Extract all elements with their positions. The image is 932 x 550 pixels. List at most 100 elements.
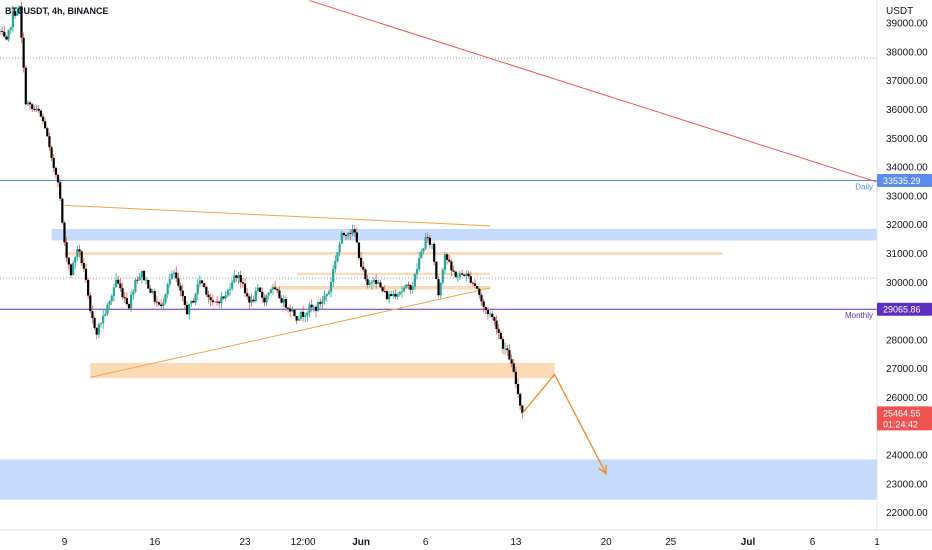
candle-body-128 — [274, 287, 277, 290]
candle-body-150 — [321, 300, 324, 304]
candle-body-136 — [291, 309, 294, 312]
candle-body-93 — [198, 280, 202, 285]
candle-body-23 — [48, 136, 51, 148]
candle-body-192 — [411, 286, 414, 290]
y-tick-label: 30000.00 — [886, 278, 928, 289]
candle-body-122 — [261, 291, 264, 298]
candle-body-81 — [173, 272, 176, 274]
candle-body-52 — [110, 295, 113, 301]
price-tag-value-2: 25464.55 — [883, 408, 921, 418]
candle-body-138 — [295, 316, 298, 321]
candle-body-11 — [22, 37, 25, 68]
candle-body-119 — [254, 291, 257, 302]
candle-body-39 — [82, 262, 85, 269]
time-axis[interactable]: 9 16 23 12:00 Jun 6 13 20 25 Jul 6 1 — [62, 537, 881, 548]
candle-body-233 — [499, 333, 502, 340]
candle-body-127 — [271, 287, 275, 290]
candle-body-90 — [192, 300, 195, 303]
candle-body-217 — [465, 273, 468, 276]
candle-body-222 — [476, 286, 479, 289]
x-tick-label: 12:00 — [291, 537, 316, 548]
candle-body-84 — [179, 285, 182, 291]
candle-body-180 — [385, 291, 389, 300]
candle-body-181 — [387, 294, 391, 300]
candle-body-55 — [117, 279, 120, 284]
candle-body-185 — [396, 294, 399, 297]
candle-body-87 — [185, 304, 189, 315]
trendline-layer — [64, 0, 878, 378]
symbol-title: BTCUSDT, 4h, BINANCE — [5, 6, 109, 16]
candle-body-144 — [308, 304, 311, 313]
y-tick-label: 32000.00 — [886, 220, 928, 231]
zone-2 — [296, 272, 491, 276]
candle-body-178 — [381, 287, 384, 292]
candle-body-20 — [41, 116, 45, 122]
candle-body-173 — [370, 281, 373, 284]
candle-body-193 — [413, 274, 416, 287]
candle-body-140 — [299, 311, 303, 319]
candle-body-74 — [157, 302, 161, 305]
candle-body-91 — [194, 294, 197, 303]
price-tag-timer-2: 01:24:42 — [883, 419, 918, 429]
price-tag-0 — [877, 173, 932, 187]
candle-body-139 — [297, 318, 300, 321]
candle-body-9 — [18, 6, 21, 13]
candle-body-25 — [52, 158, 55, 168]
x-tick-label: 6 — [810, 537, 816, 548]
candle-body-30 — [63, 222, 66, 243]
zone-1 — [64, 252, 723, 255]
candle-body-161 — [344, 235, 348, 236]
candle-body-125 — [267, 292, 270, 296]
projection-arrowhead — [598, 464, 607, 476]
candle-body-54 — [114, 279, 118, 288]
candle-layer — [0, 1, 524, 419]
candle-body-228 — [488, 313, 492, 315]
candle-body-147 — [314, 306, 318, 311]
currency-label: USDT — [886, 6, 913, 17]
x-tick-label: Jul — [741, 537, 756, 548]
candle-body-132 — [282, 299, 285, 303]
candle-body-14 — [28, 102, 32, 105]
candle-body-195 — [418, 257, 421, 270]
candle-body-61 — [130, 294, 133, 309]
candle-body-216 — [463, 274, 466, 276]
candle-body-47 — [99, 323, 103, 325]
x-tick-label: 16 — [149, 537, 161, 548]
candle-body-117 — [250, 299, 253, 303]
candle-body-1 — [1, 30, 4, 32]
candle-body-224 — [480, 295, 483, 302]
level-label-daily: Daily — [855, 182, 873, 191]
candle-body-114 — [243, 283, 247, 294]
candle-body-95 — [203, 283, 206, 287]
candle-body-82 — [175, 272, 178, 279]
candle-body-218 — [467, 273, 470, 277]
candle-body-243 — [521, 405, 524, 414]
candle-body-31 — [65, 242, 68, 258]
candle-body-0 — [0, 30, 2, 32]
candle-body-46 — [97, 324, 100, 335]
candle-body-6 — [11, 11, 14, 28]
y-tick-label: 39000.00 — [886, 19, 928, 30]
candle-body-44 — [93, 317, 96, 328]
candle-body-27 — [56, 174, 60, 183]
candle-body-110 — [235, 275, 238, 278]
y-tick-label: 34000.00 — [886, 163, 928, 174]
y-tick-label: 37000.00 — [886, 76, 928, 87]
candle-body-238 — [510, 359, 513, 364]
candle-body-109 — [233, 275, 236, 283]
candle-body-62 — [132, 291, 135, 295]
candle-body-131 — [280, 298, 283, 303]
candle-body-215 — [461, 273, 464, 275]
candle-body-235 — [504, 348, 507, 350]
candle-body-123 — [263, 297, 266, 303]
candle-body-234 — [501, 339, 505, 349]
candle-body-129 — [276, 289, 279, 291]
candle-body-126 — [269, 289, 272, 293]
candle-body-225 — [482, 301, 485, 308]
candle-body-242 — [519, 393, 522, 406]
candle-body-194 — [415, 269, 419, 275]
candle-body-189 — [405, 284, 408, 288]
candle-body-56 — [119, 283, 122, 289]
y-tick-label: 31000.00 — [886, 249, 928, 260]
